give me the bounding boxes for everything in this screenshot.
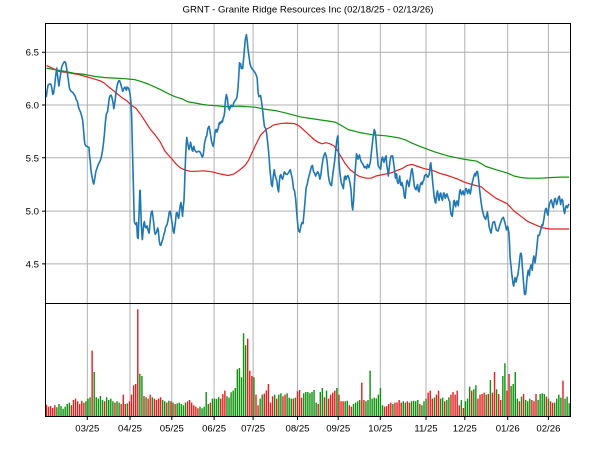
svg-text:09/25: 09/25 <box>326 423 350 434</box>
svg-text:11/25: 11/25 <box>414 423 437 434</box>
svg-text:07/25: 07/25 <box>241 423 265 434</box>
svg-text:10/25: 10/25 <box>368 423 392 434</box>
svg-text:5.5: 5.5 <box>26 153 39 164</box>
svg-text:01/26: 01/26 <box>496 423 520 434</box>
svg-text:03/25: 03/25 <box>75 423 99 434</box>
svg-text:GRNT - Granite Ridge Resources: GRNT - Granite Ridge Resources Inc (02/1… <box>183 4 434 15</box>
svg-text:05/25: 05/25 <box>160 423 184 434</box>
svg-text:02/26: 02/26 <box>536 423 560 434</box>
svg-text:6.0: 6.0 <box>26 101 39 112</box>
svg-text:4.5: 4.5 <box>26 259 39 270</box>
svg-text:6.5: 6.5 <box>26 48 39 59</box>
svg-text:06/25: 06/25 <box>202 423 226 434</box>
svg-text:08/25: 08/25 <box>285 423 309 434</box>
svg-text:04/25: 04/25 <box>118 423 142 434</box>
svg-text:5.0: 5.0 <box>26 207 39 218</box>
svg-text:12/25: 12/25 <box>453 423 477 434</box>
